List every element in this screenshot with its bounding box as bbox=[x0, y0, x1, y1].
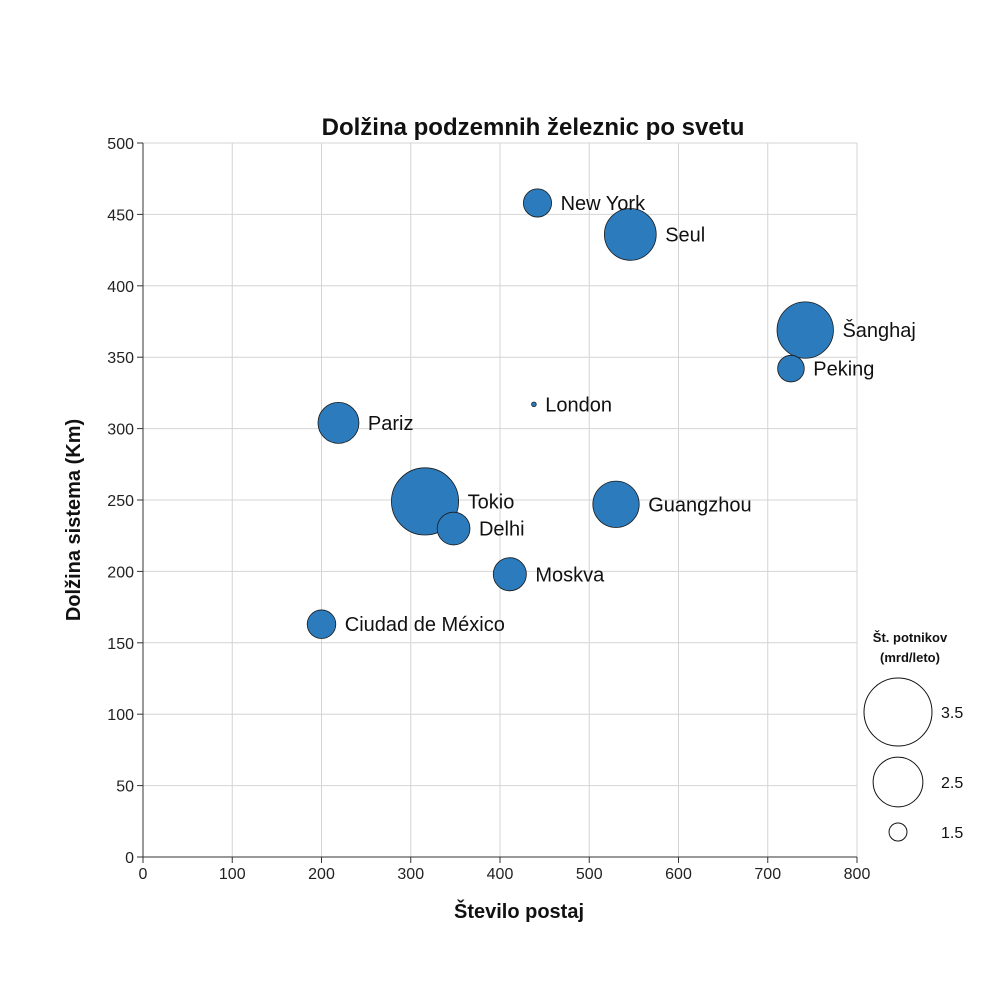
legend-circle bbox=[872, 756, 924, 808]
label-guangzhou: Guangzhou bbox=[648, 494, 751, 516]
y-tick-label: 50 bbox=[116, 779, 134, 796]
y-tick-label: 150 bbox=[107, 636, 134, 653]
legend-value-label: 1.5 bbox=[941, 825, 963, 842]
bubble-new-york bbox=[522, 188, 552, 218]
label-seul: Seul bbox=[665, 224, 705, 246]
x-axis-title: Število postaj bbox=[454, 899, 584, 923]
label-moskva: Moskva bbox=[535, 564, 605, 586]
y-tick-label: 200 bbox=[107, 564, 134, 581]
y-tick-label: 250 bbox=[107, 493, 134, 510]
x-tick-label: 800 bbox=[844, 866, 871, 883]
bubble-pariz bbox=[317, 402, 360, 444]
x-tick-label: 700 bbox=[754, 866, 781, 883]
y-tick-label: 350 bbox=[107, 350, 134, 367]
chart-title: Dolžina podzemnih železnic po svetu bbox=[322, 114, 745, 141]
bubble-seul bbox=[603, 208, 657, 261]
x-tick-label: 100 bbox=[219, 866, 246, 883]
axes: 0 100 200 300 400 500 600 700 800 0 50 100 150 200 250… bbox=[107, 136, 870, 883]
label-ciudad-de-mexico: Ciudad de México bbox=[345, 614, 505, 636]
bubble-peking bbox=[777, 354, 805, 383]
x-tick-label: 600 bbox=[665, 866, 692, 883]
bubble-london bbox=[531, 401, 537, 408]
bubbles bbox=[306, 188, 834, 639]
label-delhi: Delhi bbox=[479, 519, 525, 541]
legend-title-line1: Št. potnikov bbox=[873, 630, 948, 645]
legend-value-label: 2.5 bbox=[941, 775, 963, 792]
y-tick-label: 400 bbox=[107, 279, 134, 296]
y-tick-label: 100 bbox=[107, 707, 134, 724]
legend-circle bbox=[863, 677, 933, 747]
y-tick-label: 450 bbox=[107, 207, 134, 224]
label-pariz: Pariz bbox=[368, 413, 414, 435]
label-sanghaj: Šanghaj bbox=[842, 319, 915, 342]
y-axis-title: Dolžina sistema (Km) bbox=[63, 419, 85, 621]
legend-title-line2: (mrd/leto) bbox=[880, 650, 940, 665]
label-new-york: New York bbox=[561, 193, 646, 215]
bubble-moskva bbox=[492, 557, 527, 592]
bubble-guangzhou bbox=[592, 480, 640, 528]
x-tick-label: 0 bbox=[139, 866, 148, 883]
bubble-sanghaj bbox=[776, 301, 834, 359]
x-tick-label: 500 bbox=[576, 866, 603, 883]
label-peking: Peking bbox=[813, 359, 874, 381]
x-tick-label: 400 bbox=[487, 866, 514, 883]
y-tick-label: 0 bbox=[125, 850, 134, 867]
bubble-delhi bbox=[436, 511, 471, 546]
size-legend: Št. potnikov (mrd/leto) 3.5 2.5 1.5 bbox=[863, 630, 963, 842]
grid-lines bbox=[143, 142, 858, 857]
y-tick-label: 500 bbox=[107, 136, 134, 153]
legend-circle bbox=[888, 822, 908, 842]
y-tick-label: 300 bbox=[107, 422, 134, 439]
x-tick-label: 200 bbox=[308, 866, 335, 883]
label-london: London bbox=[545, 394, 612, 416]
label-tokio: Tokio bbox=[468, 491, 515, 513]
x-tick-label: 300 bbox=[397, 866, 424, 883]
bubble-ciudad-de-mexico bbox=[306, 609, 337, 639]
city-labels: New York Seul Šanghaj Peking London Pariz Toki… bbox=[345, 193, 916, 636]
legend-value-label: 3.5 bbox=[941, 705, 963, 722]
